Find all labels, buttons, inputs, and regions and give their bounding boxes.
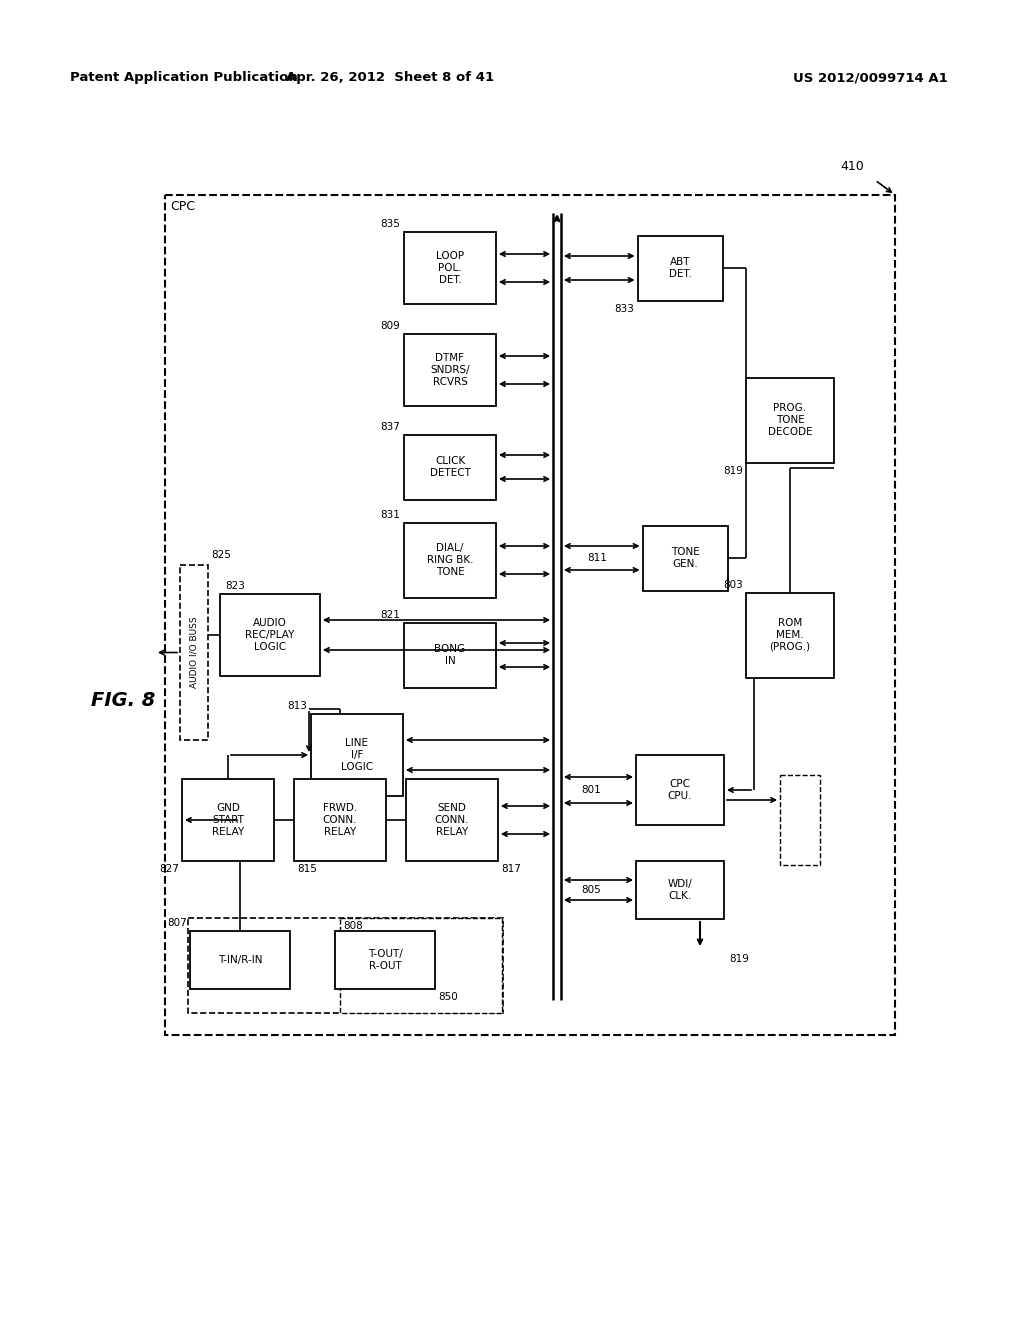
- FancyBboxPatch shape: [335, 931, 435, 989]
- Text: ROM
MEM.
(PROG.): ROM MEM. (PROG.): [769, 618, 811, 652]
- Text: AUDIO I/O BUSS: AUDIO I/O BUSS: [189, 616, 199, 688]
- Text: 811: 811: [588, 553, 607, 564]
- Text: 827: 827: [159, 865, 179, 874]
- Text: FIG. 8: FIG. 8: [91, 690, 156, 710]
- Text: T-IN/R-IN: T-IN/R-IN: [218, 954, 262, 965]
- FancyBboxPatch shape: [404, 623, 496, 688]
- Text: GND
START
RELAY: GND START RELAY: [212, 804, 244, 837]
- Text: 807: 807: [167, 917, 187, 928]
- FancyBboxPatch shape: [404, 334, 496, 407]
- Text: CPC: CPC: [170, 201, 195, 213]
- Text: CPC
CPU.: CPC CPU.: [668, 779, 692, 801]
- Text: 815: 815: [297, 865, 316, 874]
- Text: 819: 819: [723, 466, 743, 475]
- FancyBboxPatch shape: [406, 779, 498, 861]
- Text: ABT
DET.: ABT DET.: [669, 257, 691, 279]
- Text: LOOP
POL.
DET.: LOOP POL. DET.: [436, 251, 464, 285]
- FancyBboxPatch shape: [636, 861, 724, 919]
- Text: SEND
CONN.
RELAY: SEND CONN. RELAY: [435, 804, 469, 837]
- Text: 821: 821: [380, 610, 400, 619]
- Text: 410: 410: [840, 160, 864, 173]
- Text: Apr. 26, 2012  Sheet 8 of 41: Apr. 26, 2012 Sheet 8 of 41: [286, 71, 494, 84]
- Text: 808: 808: [343, 921, 362, 931]
- Text: TONE
GEN.: TONE GEN.: [671, 548, 699, 569]
- Text: 813: 813: [287, 701, 307, 711]
- Text: T-OUT/
R-OUT: T-OUT/ R-OUT: [368, 949, 402, 970]
- FancyBboxPatch shape: [340, 917, 502, 1012]
- FancyBboxPatch shape: [746, 378, 834, 462]
- Text: AUDIO
REC/PLAY
LOGIC: AUDIO REC/PLAY LOGIC: [246, 618, 295, 652]
- Text: 831: 831: [380, 510, 400, 520]
- Text: 817: 817: [501, 865, 521, 874]
- FancyBboxPatch shape: [404, 232, 496, 304]
- Text: 825: 825: [211, 550, 230, 560]
- FancyBboxPatch shape: [636, 755, 724, 825]
- FancyBboxPatch shape: [642, 525, 727, 590]
- Text: 801: 801: [581, 785, 601, 795]
- FancyBboxPatch shape: [404, 523, 496, 598]
- Text: LINE
I/F
LOGIC: LINE I/F LOGIC: [341, 738, 373, 772]
- Text: 805: 805: [581, 884, 601, 895]
- Text: 803: 803: [723, 579, 743, 590]
- Text: 835: 835: [380, 219, 400, 228]
- FancyBboxPatch shape: [780, 775, 820, 865]
- Text: DTMF
SNDRS/
RCVRS: DTMF SNDRS/ RCVRS: [430, 354, 470, 387]
- FancyBboxPatch shape: [404, 434, 496, 499]
- Text: 809: 809: [380, 321, 400, 331]
- Text: 823: 823: [225, 581, 245, 591]
- FancyBboxPatch shape: [190, 931, 290, 989]
- Text: WDI/
CLK.: WDI/ CLK.: [668, 879, 692, 900]
- Text: CLICK
DETECT: CLICK DETECT: [429, 457, 470, 478]
- FancyBboxPatch shape: [311, 714, 403, 796]
- Text: BONG
IN: BONG IN: [434, 644, 466, 665]
- Text: 833: 833: [614, 304, 635, 314]
- Text: 850: 850: [438, 993, 458, 1002]
- FancyBboxPatch shape: [638, 235, 723, 301]
- FancyBboxPatch shape: [746, 593, 834, 677]
- FancyBboxPatch shape: [220, 594, 319, 676]
- FancyBboxPatch shape: [182, 779, 274, 861]
- Text: US 2012/0099714 A1: US 2012/0099714 A1: [793, 71, 947, 84]
- Text: 837: 837: [380, 421, 400, 432]
- FancyBboxPatch shape: [165, 195, 895, 1035]
- FancyBboxPatch shape: [180, 565, 208, 741]
- Text: FRWD.
CONN.
RELAY: FRWD. CONN. RELAY: [323, 804, 357, 837]
- Text: Patent Application Publication: Patent Application Publication: [70, 71, 298, 84]
- Text: DIAL/
RING BK.
TONE: DIAL/ RING BK. TONE: [427, 544, 473, 577]
- Text: PROG.
TONE
DECODE: PROG. TONE DECODE: [768, 404, 812, 437]
- FancyBboxPatch shape: [294, 779, 386, 861]
- FancyBboxPatch shape: [188, 917, 503, 1012]
- Text: 819: 819: [729, 954, 749, 964]
